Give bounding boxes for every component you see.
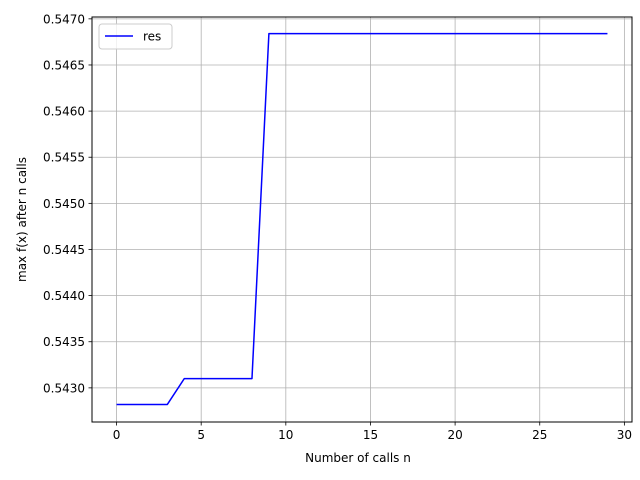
x-tick-label: 30 — [617, 428, 632, 442]
axes-frame — [91, 16, 633, 423]
x-tick-label: 5 — [197, 428, 205, 442]
y-tick-label: 0.5465 — [43, 58, 85, 72]
x-axis-label: Number of calls n — [305, 451, 411, 465]
y-tick-label: 0.5470 — [43, 12, 85, 26]
legend-label-res: res — [143, 30, 161, 44]
x-tick-label: 25 — [532, 428, 547, 442]
y-axis-label: max f(x) after n calls — [15, 157, 29, 282]
series-line-res — [116, 32, 608, 406]
y-tick-label: 0.5445 — [43, 243, 85, 257]
x-tick-label: 20 — [447, 428, 462, 442]
y-tick-label: 0.5460 — [43, 105, 85, 119]
x-axis-ticks: 0 5 10 15 20 25 30 — [113, 422, 632, 442]
x-tick-label: 10 — [278, 428, 293, 442]
legend-box — [98, 23, 173, 50]
y-tick-label: 0.5450 — [43, 197, 85, 211]
y-tick-label: 0.5435 — [43, 335, 85, 349]
y-tick-label: 0.5455 — [43, 151, 85, 165]
y-axis-ticks: 0.5430 0.5435 0.5440 0.5445 0.5450 0.5455 0.54… — [43, 12, 92, 395]
series-layer — [116, 32, 608, 406]
y-tick-label: 0.5440 — [43, 289, 85, 303]
grid — [92, 17, 632, 422]
x-tick-label: 0 — [113, 428, 121, 442]
x-tick-label: 15 — [363, 428, 378, 442]
plot-area — [92, 17, 632, 422]
y-tick-label: 0.5430 — [43, 381, 85, 395]
legend: res — [98, 23, 173, 50]
